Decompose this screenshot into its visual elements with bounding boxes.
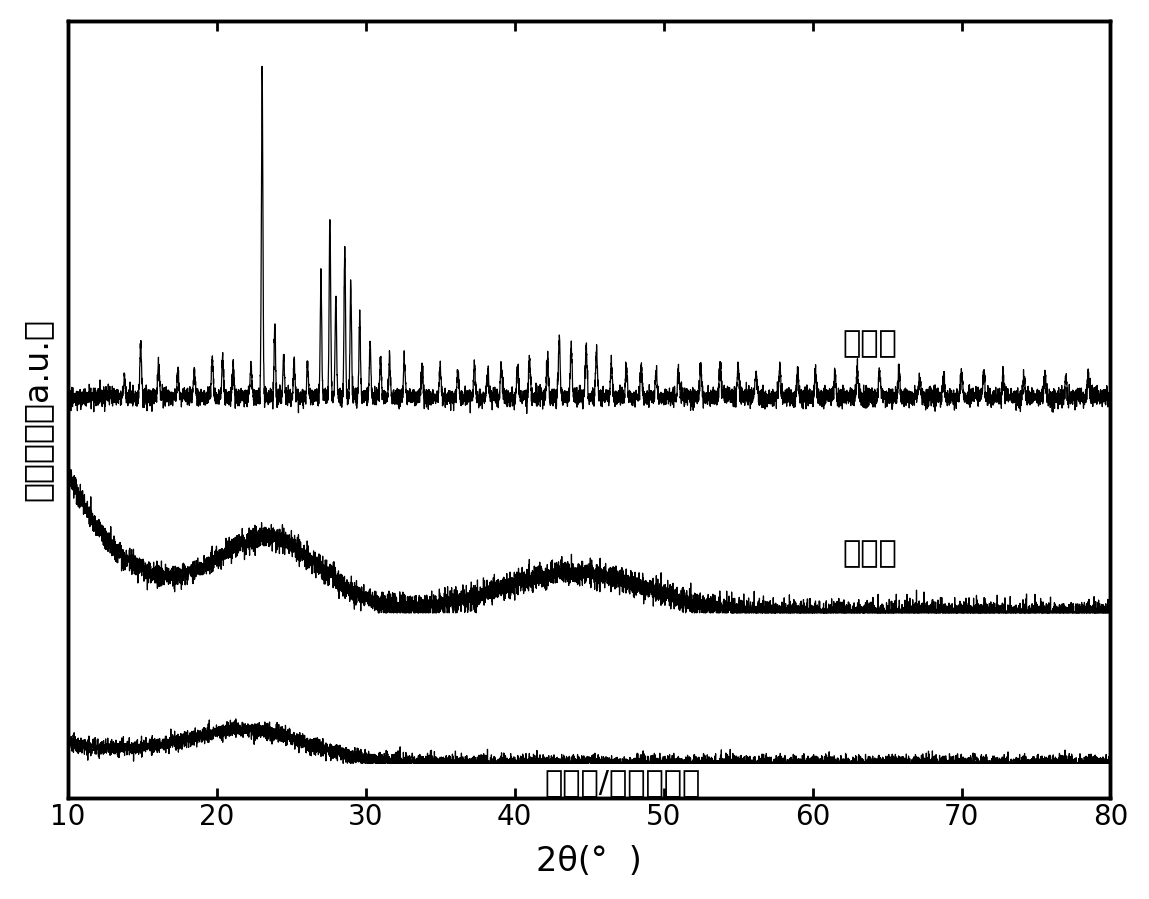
Text: 多孔碳/硫复合正溑: 多孔碳/硫复合正溑 xyxy=(545,768,701,797)
Text: 单质硫: 单质硫 xyxy=(842,329,897,358)
X-axis label: 2θ(°  ): 2θ(° ) xyxy=(537,845,642,878)
Text: 多孔碳: 多孔碳 xyxy=(842,539,897,569)
Y-axis label: 衍射强度（a.u.）: 衍射强度（a.u.） xyxy=(21,318,54,501)
